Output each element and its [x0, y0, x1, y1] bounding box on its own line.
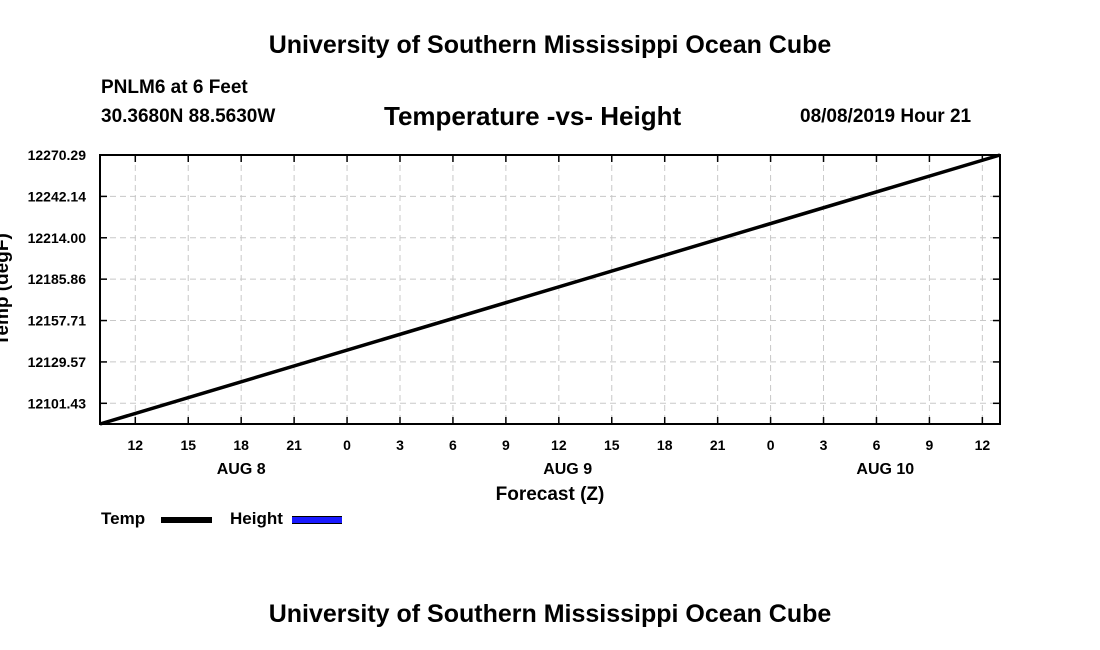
station-label: PNLM6 at 6 Feet	[101, 77, 248, 98]
x-tick-label: 12	[128, 437, 144, 453]
legend-temp-label: Temp	[101, 509, 146, 528]
x-tick-label: 21	[710, 437, 726, 453]
x-tick-label: 15	[180, 437, 196, 453]
coordinates-label: 30.3680N 88.5630W	[101, 106, 276, 127]
chart-title: Temperature -vs- Height	[384, 101, 682, 131]
y-tick-label: 12157.71	[28, 313, 87, 329]
x-tick-label: 12	[551, 437, 567, 453]
legend-height-swatch	[292, 516, 342, 524]
y-tick-label: 12185.86	[28, 271, 87, 287]
x-tick-label: 15	[604, 437, 620, 453]
chart-header-title: University of Southern Mississippi Ocean…	[268, 31, 832, 59]
legend-temp-swatch	[161, 517, 212, 523]
x-day-label: AUG 8	[217, 461, 266, 478]
x-tick-label: 0	[343, 437, 351, 453]
chart-footer-title: University of Southern Mississippi Ocean…	[268, 600, 832, 628]
x-tick-label: 9	[502, 437, 510, 453]
x-tick-label: 6	[873, 437, 881, 453]
plot-frame	[99, 154, 1001, 425]
x-day-label: AUG 9	[543, 461, 592, 478]
y-axis-label: Temp (degF)	[0, 233, 13, 346]
legend-height-label: Height	[230, 509, 283, 528]
x-tick-label: 3	[820, 437, 828, 453]
x-tick-label: 0	[767, 437, 775, 453]
x-tick-label: 18	[657, 437, 673, 453]
x-axis-label: Forecast (Z)	[496, 484, 605, 505]
series-line-temp	[99, 153, 1001, 426]
x-tick-label: 12	[975, 437, 991, 453]
y-tick-label: 12242.14	[28, 188, 87, 204]
y-tick-label: 12101.43	[28, 395, 87, 411]
y-tick-label: 12214.00	[28, 230, 87, 246]
y-tick-label: 12270.29	[28, 147, 87, 163]
forecast-datetime: 08/08/2019 Hour 21	[800, 106, 972, 127]
x-tick-label: 3	[396, 437, 404, 453]
x-tick-label: 18	[233, 437, 249, 453]
x-tick-label: 9	[926, 437, 934, 453]
x-tick-label: 6	[449, 437, 457, 453]
x-day-label: AUG 10	[856, 461, 914, 478]
y-tick-label: 12129.57	[28, 354, 87, 370]
x-tick-label: 21	[286, 437, 302, 453]
